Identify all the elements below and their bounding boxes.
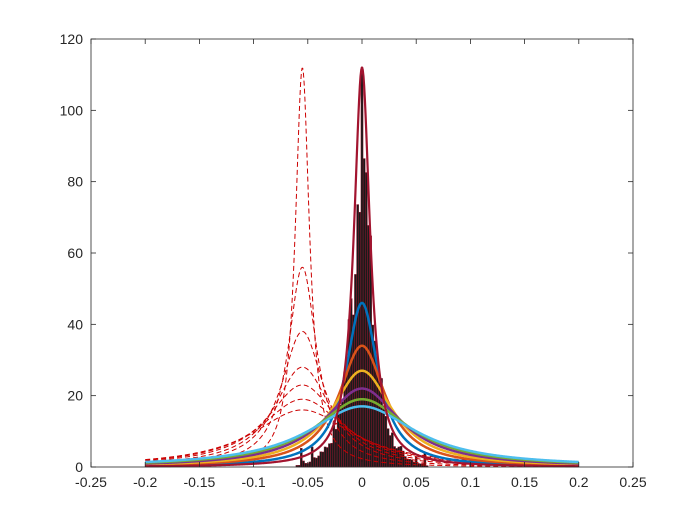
histogram-bar <box>378 379 381 468</box>
histogram-bar <box>365 172 368 468</box>
x-tick-label: 0.15 <box>511 474 538 490</box>
dashed-curve <box>145 330 579 467</box>
histogram-bar <box>362 158 366 468</box>
fitted-curve <box>144 66 580 468</box>
x-tick-label: -0.2 <box>133 474 157 490</box>
histogram-bar <box>332 422 336 468</box>
y-tick-label: 120 <box>60 31 84 47</box>
histogram-bar <box>321 451 325 468</box>
x-axis: -0.25 -0.2 -0.15 -0.1 -0.05 0 0.05 0.1 0.15 0.2 0.… <box>75 39 647 490</box>
histogram-bar <box>313 457 316 468</box>
histogram-bar <box>304 463 307 468</box>
fitted-curve <box>144 405 580 464</box>
fitted-curve <box>144 369 580 466</box>
histogram-bar <box>406 458 409 468</box>
y-tick-label: 60 <box>67 245 83 261</box>
histogram-bar <box>319 451 323 468</box>
fitted-curve <box>144 397 580 464</box>
x-tick-label: -0.1 <box>242 474 266 490</box>
histogram-bar <box>317 455 320 468</box>
histogram-bar <box>310 446 314 468</box>
x-tick-label: -0.25 <box>75 474 107 490</box>
histogram-bar <box>308 461 312 468</box>
dashed-curve <box>145 409 579 465</box>
y-tick-label: 100 <box>60 102 84 118</box>
y-tick-label: 0 <box>75 459 83 475</box>
y-axis: 0 20 40 60 80 100 120 <box>60 31 633 475</box>
histogram-bar <box>328 443 331 468</box>
histogram-bar <box>339 404 342 468</box>
curve-group <box>144 66 580 468</box>
fitted-curve <box>144 301 580 467</box>
x-tick-label: -0.05 <box>292 474 324 490</box>
y-tick-label: 80 <box>67 174 83 190</box>
histogram-bar <box>408 459 411 468</box>
histogram-bar <box>323 446 327 468</box>
histogram-bar <box>315 457 318 468</box>
fitted-curve <box>144 387 580 465</box>
x-tick-label: 0 <box>358 474 366 490</box>
y-tick-label: 40 <box>67 316 83 332</box>
histogram-bar <box>349 298 353 468</box>
x-tick-label: 0.2 <box>569 474 589 490</box>
histogram-bar <box>302 460 305 468</box>
x-tick-label: -0.15 <box>183 474 215 490</box>
y-tick-label: 20 <box>67 388 83 404</box>
x-tick-label: 0.1 <box>461 474 481 490</box>
x-tick-label: 0.25 <box>619 474 646 490</box>
histogram-bar <box>410 459 414 468</box>
x-tick-label: 0.05 <box>403 474 430 490</box>
histogram-bar <box>388 435 392 468</box>
histogram-bar <box>384 416 388 468</box>
histogram-bar <box>367 225 370 468</box>
histogram-bar <box>326 447 329 468</box>
fitted-curve <box>144 344 580 467</box>
histogram-bar <box>358 211 362 468</box>
histogram-bar <box>334 428 338 468</box>
histogram-bar <box>356 204 359 468</box>
histogram-bar <box>330 442 333 468</box>
